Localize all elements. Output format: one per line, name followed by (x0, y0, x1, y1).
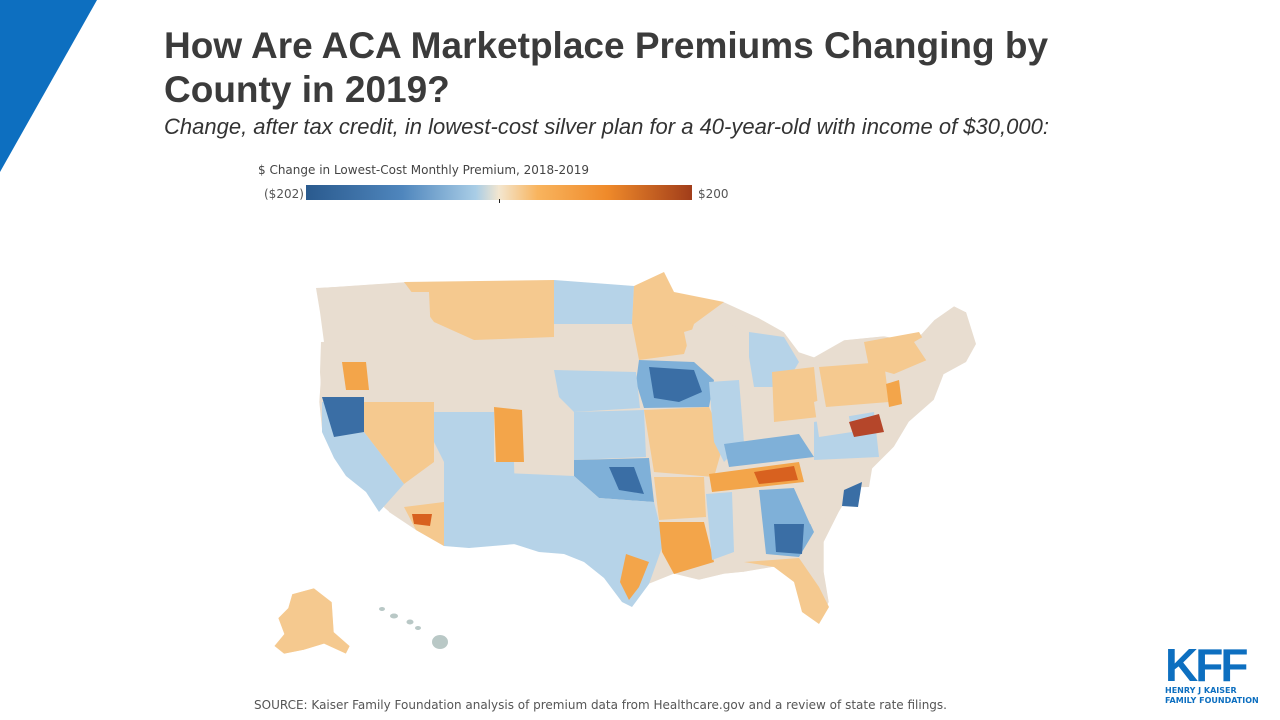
legend-min-label: ($202) (264, 187, 304, 201)
map-region-la-orange (412, 514, 432, 526)
page-subtitle: Change, after tax credit, in lowest-cost… (164, 114, 1049, 139)
map-region-iowa-core (649, 367, 702, 402)
corner-accent (0, 0, 97, 172)
map-region-minnesota (632, 272, 724, 360)
map-region-nc-coast (842, 482, 862, 507)
legend-title: $ Change in Lowest-Cost Monthly Premium,… (258, 163, 590, 177)
map-region-tennessee-dark (754, 466, 798, 484)
map-region-utah-orange (494, 407, 524, 462)
map-region-montana (404, 280, 554, 340)
page-title: How Are ACA Marketplace Premiums Changin… (164, 25, 1049, 110)
map-region-south-dakota (554, 324, 636, 370)
legend-zero-tick (499, 199, 500, 203)
map-region-new-jersey (886, 380, 902, 407)
map-region-georgia-dark (774, 524, 804, 554)
map-region-kansas (574, 410, 646, 460)
kff-logo: KFF HENRY J KAISER FAMILY FOUNDATION (1165, 639, 1265, 708)
kff-logo-mark: KFF (1165, 639, 1248, 691)
map-region-nevada (364, 402, 434, 484)
map-region-kentucky (724, 434, 814, 467)
map-region-oklahoma-dark (609, 467, 644, 494)
map-region-pa-hotspot (849, 414, 884, 437)
map-region-nebraska (554, 370, 640, 412)
map-region-oregon-orange (342, 362, 369, 390)
map-region-texas (484, 472, 664, 607)
map-region-missouri (644, 407, 724, 477)
map-region-utah (434, 412, 494, 462)
kff-logo-line1: HENRY J KAISER (1165, 686, 1237, 695)
map-region-indiana (742, 387, 772, 444)
map-region-north-dakota (554, 280, 634, 324)
map-region-alabama (734, 490, 764, 554)
legend-max-label: $200 (698, 187, 729, 201)
map-region-texas-coast (620, 554, 649, 600)
legend-color-scale (306, 185, 692, 200)
map-alaska (273, 587, 351, 655)
map-region-illinois (709, 380, 744, 462)
source-note: SOURCE: Kaiser Family Foundation analysi… (254, 698, 947, 712)
map-region-wyoming (429, 342, 522, 412)
map-region-louisiana (659, 522, 714, 574)
map-region-pennsylvania (819, 362, 889, 407)
map-region-south-carolina (794, 484, 839, 524)
map-region-california-north (322, 397, 364, 437)
map-hawaii (379, 607, 448, 649)
map-region-florida (744, 558, 829, 624)
map-region-ohio (772, 367, 819, 422)
map-region-washington (316, 284, 404, 342)
map-region-mississippi (706, 492, 734, 560)
map-region-new-mexico (444, 462, 516, 548)
kff-logo-line2: FAMILY FOUNDATION (1165, 696, 1259, 705)
us-county-map[interactable] (254, 262, 984, 672)
map-region-arkansas (654, 477, 706, 520)
map-region-new-england (914, 312, 976, 374)
map-region-north-carolina (804, 457, 874, 488)
